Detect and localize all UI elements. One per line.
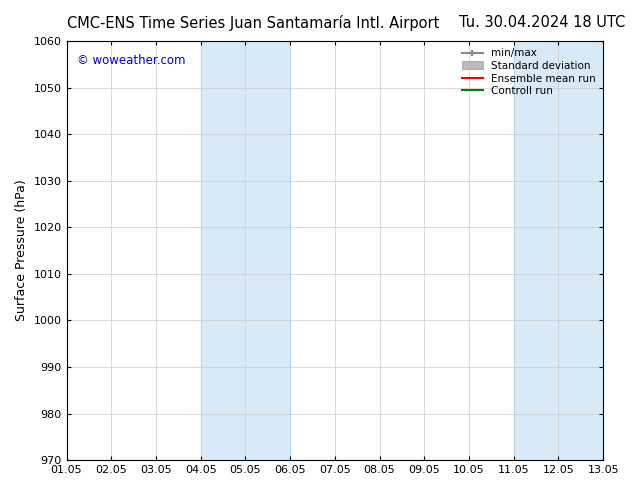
Legend: min/max, Standard deviation, Ensemble mean run, Controll run: min/max, Standard deviation, Ensemble me… <box>460 46 598 98</box>
Text: © woweather.com: © woweather.com <box>77 53 186 67</box>
Bar <box>514 41 603 460</box>
Y-axis label: Surface Pressure (hPa): Surface Pressure (hPa) <box>15 180 28 321</box>
Bar <box>201 41 290 460</box>
Text: CMC-ENS Time Series Juan Santamaría Intl. Airport: CMC-ENS Time Series Juan Santamaría Intl… <box>67 15 440 31</box>
Text: Tu. 30.04.2024 18 UTC: Tu. 30.04.2024 18 UTC <box>459 15 625 30</box>
